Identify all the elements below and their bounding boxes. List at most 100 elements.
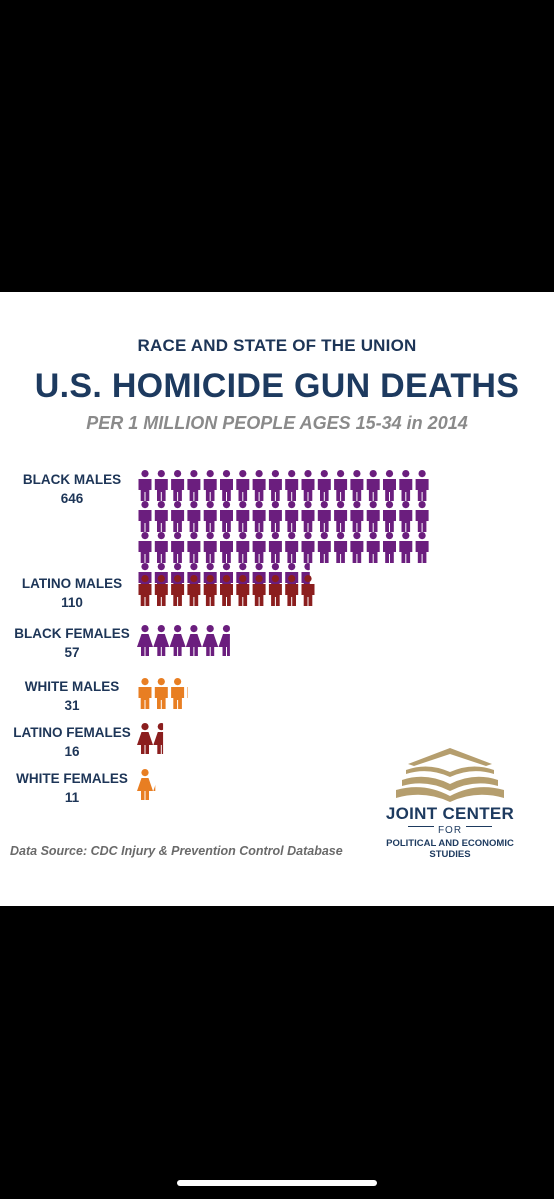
kicker: RACE AND STATE OF THE UNION [137, 336, 417, 355]
row-label-latino-females: LATINO FEMALES 16 [10, 723, 134, 761]
pictogram-icon-black-males [285, 470, 299, 501]
pictogram-icon-white-males [187, 687, 188, 698]
pictogram-icon-black-males [268, 470, 282, 501]
pictogram-icon-latino-males [138, 575, 152, 606]
pictogram-icon-black-males [301, 470, 315, 501]
pictogram-icon-white-males [171, 678, 185, 709]
pictogram-icon-black-males [203, 532, 217, 563]
category-label: WHITE FEMALES [16, 771, 128, 786]
pictogram-icon-black-males [334, 501, 348, 532]
pictogram-icon-latino-males [203, 575, 217, 606]
pictogram-icon-black-males [301, 501, 315, 532]
pictogram-icon-black-males [285, 501, 299, 532]
infographic-card: RACE AND STATE OF THE UNION U.S. HOMICID… [0, 292, 554, 906]
category-label: BLACK FEMALES [14, 626, 130, 641]
pictogram-icon-latino-males [187, 575, 201, 606]
pictogram-icon-black-males [383, 501, 396, 532]
pictogram-icon-black-males [268, 532, 282, 563]
category-value: 646 [60, 491, 84, 506]
pictogram-icon-black-males [285, 532, 299, 563]
pictogram-icon-black-males [301, 532, 315, 563]
pictogram-icon-black-males [187, 470, 201, 501]
category-value: 57 [64, 645, 80, 660]
pictogram-icon-black-males [317, 470, 331, 501]
row-label-white-males: WHITE MALES 31 [10, 677, 134, 715]
pictogram-icon-white-males [138, 678, 152, 709]
pictogram-icon-black-males [334, 470, 348, 501]
pictogram-icon-black-males [399, 470, 413, 501]
row-label-black-males: BLACK MALES 646 [10, 470, 134, 508]
pictogram-icon-black-males [171, 501, 185, 532]
logo-name: JOINT CENTER [385, 804, 515, 823]
pictogram-icon-black-females [202, 625, 219, 656]
category-value: 11 [64, 790, 80, 805]
pictogram-icon-black-males [171, 470, 185, 501]
pictogram-icon-latino-males [154, 575, 168, 606]
pictogram-icon-latino-males [301, 575, 315, 606]
pictogram-icon-white-males [154, 678, 168, 709]
category-label: BLACK MALES [22, 472, 122, 487]
pictogram-icon-black-males [138, 501, 152, 532]
pictogram-icon-black-males [171, 532, 185, 563]
pictogram-icon-black-males [236, 501, 250, 532]
logo-subtitle-1: POLITICAL AND ECONOMIC [386, 838, 514, 849]
pictogram-icon-black-males [399, 501, 413, 532]
pictogram-icon-white-females [153, 785, 156, 791]
pictogram-icon-black-males [154, 470, 168, 501]
home-indicator[interactable] [177, 1180, 377, 1186]
pictogram-icon-black-males [236, 470, 250, 501]
row-label-white-females: WHITE FEMALES 11 [10, 769, 134, 807]
pictogram-icon-black-males [138, 532, 152, 563]
pictogram-icon-black-males [220, 501, 233, 532]
pictogram-icon-black-males [220, 470, 233, 501]
pictogram-icon-black-males [317, 501, 331, 532]
pictogram-icon-black-males [415, 532, 429, 563]
pictogram-icon-black-males [203, 470, 217, 501]
pictogram-icon-latino-males [220, 575, 233, 606]
pictogram-icon-black-males [154, 501, 168, 532]
pictogram-icon-black-males [383, 532, 396, 563]
pictogram-icon-black-males [350, 501, 364, 532]
pictogram-icon-latino-females [137, 723, 153, 754]
logo-for: FOR [370, 825, 530, 836]
pictogram-icon-latino-males [252, 575, 266, 606]
logo-subtitle-2: STUDIES [429, 849, 471, 860]
pictogram-icon-black-males [350, 470, 364, 501]
pictogram-icon-black-males [366, 532, 380, 563]
pictogram-icon-black-males [399, 532, 413, 563]
pictogram-icon-white-females [137, 769, 153, 800]
category-value: 31 [64, 698, 80, 713]
pictogram-icon-black-males [317, 532, 331, 563]
pictogram-icon-black-males [187, 532, 201, 563]
pictogram-icon-black-males [268, 501, 282, 532]
data-source: Data Source: CDC Injury & Prevention Con… [10, 844, 343, 858]
category-label: LATINO FEMALES [13, 725, 131, 740]
pictogram-icon-black-males [203, 501, 217, 532]
pictogram-icons [137, 470, 429, 800]
pictogram-icon-black-females [218, 625, 230, 656]
pictogram-icon-black-males [334, 532, 348, 563]
chart-subtitle: PER 1 MILLION PEOPLE AGES 15-34 in 2014 [86, 413, 468, 433]
pictogram-chart [137, 470, 429, 800]
pictogram-icon-black-males [220, 532, 233, 563]
joint-center-logo: JOINT CENTER FOR POLITICAL AND ECONOMIC … [370, 742, 530, 862]
pictogram-icon-black-females [185, 625, 202, 656]
row-label-black-females: BLACK FEMALES 57 [10, 624, 134, 662]
pictogram-icon-black-males [187, 501, 201, 532]
pictogram-icon-black-males [138, 470, 152, 501]
pictogram-icon-black-males [350, 532, 364, 563]
pictogram-icon-black-males [383, 470, 396, 501]
book-building-icon [396, 748, 504, 802]
category-value: 16 [64, 744, 80, 759]
pictogram-icon-latino-males [268, 575, 282, 606]
pictogram-icon-black-males [415, 470, 429, 501]
pictogram-icon-black-males [366, 501, 380, 532]
category-value: 110 [61, 595, 83, 610]
pictogram-icon-latino-females [153, 723, 164, 754]
pictogram-icon-latino-males [171, 575, 185, 606]
pictogram-icon-black-males [154, 532, 168, 563]
pictogram-icon-latino-males [285, 575, 299, 606]
chart-title: U.S. HOMICIDE GUN DEATHS [34, 367, 520, 405]
row-label-latino-males: LATINO MALES 110 [10, 574, 134, 612]
category-label: LATINO MALES [21, 576, 123, 591]
